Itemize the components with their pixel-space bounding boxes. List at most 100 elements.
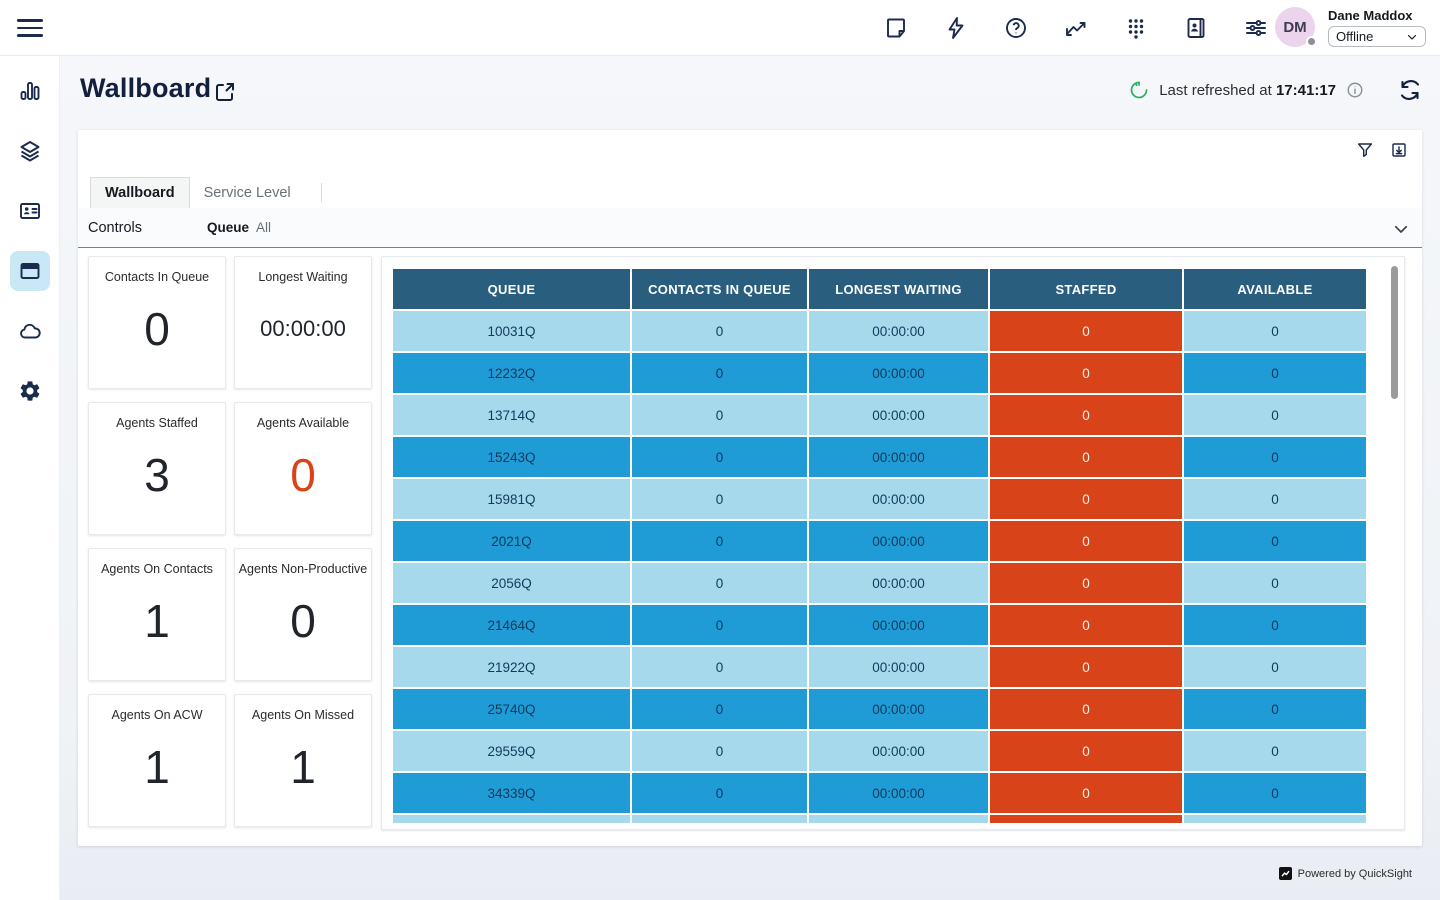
table-cell-longest-waiting: 00:00:00	[809, 605, 988, 645]
table-cell-contacts-in-queue: 0	[632, 311, 807, 351]
table-cell-queue: 10031Q	[393, 311, 630, 351]
table-cell-longest-waiting	[809, 815, 988, 823]
sidebar-item-layers[interactable]	[10, 131, 50, 171]
table-scrollbar[interactable]	[1391, 266, 1398, 399]
cloud-icon	[20, 323, 41, 339]
sidebar-item-settings[interactable]	[10, 371, 50, 411]
kpi-card: Agents Non-Productive 0	[234, 548, 372, 681]
kpi-label: Agents Staffed	[116, 416, 198, 430]
hamburger-menu-icon[interactable]	[17, 16, 43, 40]
topbar: DM Dane Maddox Offline	[0, 0, 1440, 56]
kpi-card: Agents Staffed 3	[88, 402, 226, 535]
info-icon[interactable]	[1346, 81, 1364, 99]
queue-table: QUEUE CONTACTS IN QUEUE LONGEST WAITING STA…	[393, 269, 1366, 823]
filter-icon[interactable]	[1356, 141, 1374, 159]
timer-icon	[1129, 80, 1149, 100]
status-select-value: Offline	[1336, 29, 1374, 44]
table-cell-contacts-in-queue: 0	[632, 731, 807, 771]
controls-label: Controls	[88, 219, 142, 236]
table-cell-available: 0	[1184, 311, 1366, 351]
user-name: Dane Maddox	[1328, 8, 1413, 23]
external-link-icon[interactable]	[213, 80, 237, 104]
kpi-value: 0	[144, 303, 170, 355]
table-cell-contacts-in-queue: 0	[632, 395, 807, 435]
table-cell-contacts-in-queue: 0	[632, 647, 807, 687]
tab-service-level[interactable]: Service Level	[203, 184, 291, 201]
table-cell-queue: 29559Q	[393, 731, 630, 771]
table-cell-staffed: 0	[990, 395, 1182, 435]
refresh-button[interactable]	[1398, 78, 1422, 102]
table-cell-staffed: 0	[990, 731, 1182, 771]
table-cell-longest-waiting: 00:00:00	[809, 395, 988, 435]
queue-filter-label: Queue	[207, 220, 250, 235]
table-column-header: STAFFED	[990, 269, 1182, 309]
table-column-header: AVAILABLE	[1184, 269, 1366, 309]
table-cell-queue: 15981Q	[393, 479, 630, 519]
line-chart-icon[interactable]	[1064, 16, 1088, 40]
powered-by-text: Powered by QuickSight	[1297, 867, 1412, 880]
kpi-value: 3	[144, 449, 170, 501]
sliders-icon[interactable]	[1244, 16, 1268, 40]
table-cell-available: 0	[1184, 773, 1366, 813]
sidebar-item-wallboard[interactable]	[10, 251, 50, 291]
tab-wallboard[interactable]: Wallboard	[90, 177, 190, 208]
contact-book-icon[interactable]	[1184, 16, 1208, 40]
table-cell-longest-waiting: 00:00:00	[809, 563, 988, 603]
sidebar-item-analytics[interactable]	[10, 71, 50, 111]
status-select[interactable]: Offline	[1328, 26, 1426, 47]
chevron-down-icon	[1407, 34, 1417, 40]
table-cell-queue: 21922Q	[393, 647, 630, 687]
table-cell-longest-waiting: 00:00:00	[809, 311, 988, 351]
export-icon[interactable]	[1390, 141, 1408, 159]
table-cell-longest-waiting: 00:00:00	[809, 731, 988, 771]
table-cell-queue: 2056Q	[393, 563, 630, 603]
dashboard-panel: Wallboard Service Level Controls Queue A…	[78, 130, 1422, 846]
sidebar-item-contacts[interactable]	[10, 191, 50, 231]
table-cell-longest-waiting: 00:00:00	[809, 353, 988, 393]
page-title: Wallboard	[80, 73, 212, 103]
kpi-value: 1	[144, 595, 170, 647]
table-cell-available: 0	[1184, 647, 1366, 687]
table-cell-available: 0	[1184, 521, 1366, 561]
gear-icon	[20, 381, 40, 401]
main-content: Wallboard Last refreshed at 17:41:17	[60, 56, 1440, 900]
table-cell-available: 0	[1184, 731, 1366, 771]
kpi-card: Contacts In Queue 0	[88, 256, 226, 389]
help-icon[interactable]	[1004, 16, 1028, 40]
kpi-value: 0	[290, 449, 316, 501]
table-cell-contacts-in-queue	[632, 815, 807, 823]
kpi-grid: Contacts In Queue 0 Longest Waiting 00:00:0…	[88, 256, 372, 827]
queue-filter[interactable]: Queue All	[207, 220, 271, 235]
kpi-label: Agents On ACW	[111, 708, 203, 722]
kpi-label: Agents On Contacts	[101, 562, 213, 576]
kpi-card: Agents On Missed 1	[234, 694, 372, 827]
dialpad-icon[interactable]	[1124, 16, 1148, 40]
table-cell-staffed: 0	[990, 689, 1182, 729]
table-cell-queue: 25740Q	[393, 689, 630, 729]
table-cell-staffed: 0	[990, 353, 1182, 393]
table-cell-available: 0	[1184, 353, 1366, 393]
sidebar-item-cloud[interactable]	[10, 311, 50, 351]
table-cell-queue: 13714Q	[393, 395, 630, 435]
collapse-chevron-icon[interactable]	[1392, 220, 1410, 238]
tab-bar: Wallboard Service Level	[90, 177, 322, 208]
table-cell-available: 0	[1184, 437, 1366, 477]
table-cell-queue: 12232Q	[393, 353, 630, 393]
table-column-header: CONTACTS IN QUEUE	[632, 269, 807, 309]
table-cell-contacts-in-queue: 0	[632, 689, 807, 729]
table-cell-staffed: 0	[990, 605, 1182, 645]
table-cell-contacts-in-queue: 0	[632, 521, 807, 561]
id-card-icon	[20, 203, 40, 219]
note-icon[interactable]	[884, 16, 908, 40]
table-cell-staffed	[990, 815, 1182, 823]
table-cell-staffed: 0	[990, 563, 1182, 603]
table-cell-available: 0	[1184, 563, 1366, 603]
lightning-icon[interactable]	[944, 16, 968, 40]
kpi-card: Agents Available 0	[234, 402, 372, 535]
page-header: Wallboard Last refreshed at 17:41:17	[60, 56, 1440, 130]
table-cell-longest-waiting: 00:00:00	[809, 773, 988, 813]
table-cell-available	[1184, 815, 1366, 823]
topbar-icon-group	[884, 0, 1268, 56]
table-cell-staffed: 0	[990, 647, 1182, 687]
